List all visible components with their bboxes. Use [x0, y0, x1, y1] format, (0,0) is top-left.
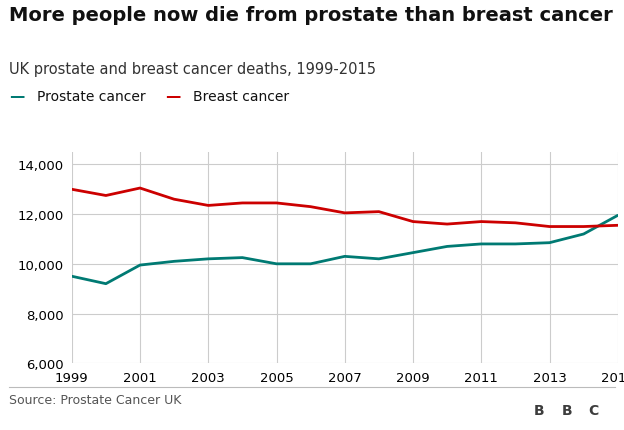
Text: UK prostate and breast cancer deaths, 1999-2015: UK prostate and breast cancer deaths, 19… [9, 62, 376, 77]
Text: Prostate cancer: Prostate cancer [37, 90, 146, 104]
Text: —: — [9, 89, 25, 104]
Text: —: — [165, 89, 181, 104]
Text: Breast cancer: Breast cancer [193, 90, 290, 104]
Text: B: B [534, 403, 545, 417]
Text: Source: Prostate Cancer UK: Source: Prostate Cancer UK [9, 393, 182, 406]
Bar [528, 398, 551, 423]
Text: More people now die from prostate than breast cancer: More people now die from prostate than b… [9, 6, 613, 25]
Text: C: C [588, 403, 599, 417]
Text: B: B [561, 403, 572, 417]
Bar [555, 398, 578, 423]
Bar [582, 398, 605, 423]
